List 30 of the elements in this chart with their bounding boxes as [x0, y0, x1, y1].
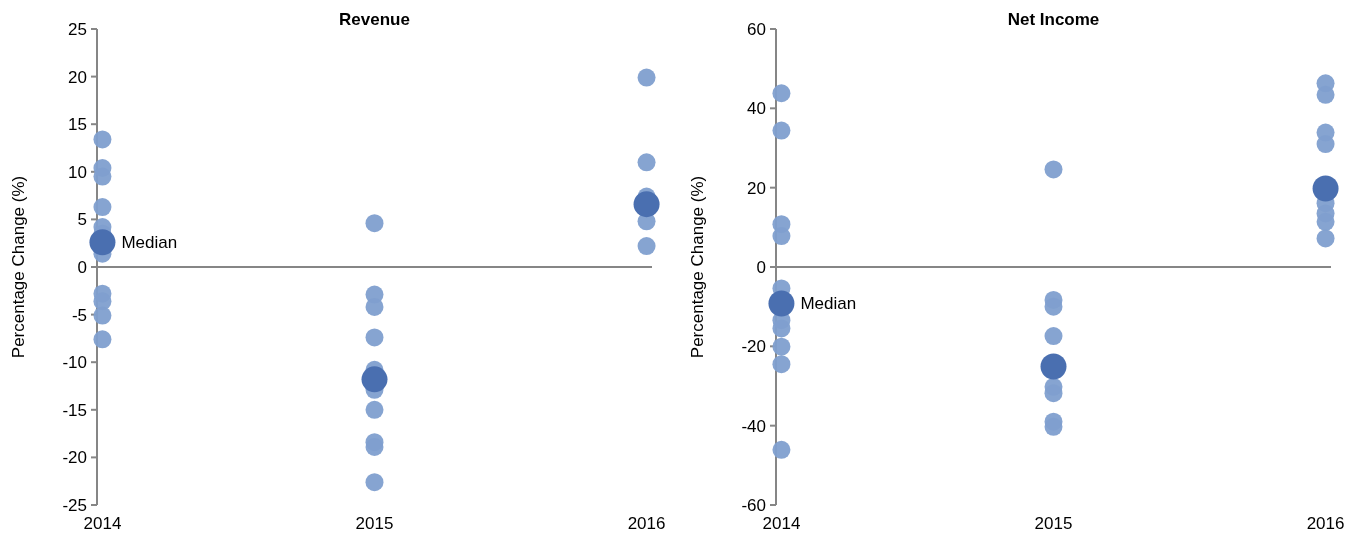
- y-tick-label: 5: [77, 210, 87, 230]
- y-tick-label: -25: [62, 495, 87, 515]
- y-tick-label: 20: [747, 178, 766, 198]
- y-axis-title: Percentage Change (%): [688, 175, 707, 359]
- series-label: Median: [121, 233, 178, 253]
- x-tick-label: 2015: [1034, 514, 1073, 533]
- y-tick-label: -5: [71, 305, 87, 325]
- chart-title: Net Income: [1007, 10, 1100, 29]
- y-tick-label: -20: [62, 448, 87, 468]
- y-tick-label: 20: [68, 67, 87, 87]
- y-tick-label: -60: [741, 495, 766, 515]
- chart-title: Revenue: [339, 10, 410, 29]
- y-tick-label: 15: [68, 115, 87, 135]
- y-tick-label: -40: [741, 416, 766, 436]
- y-tick-label: -20: [741, 337, 766, 357]
- y-tick-label: 60: [747, 19, 766, 39]
- y-tick-label: 0: [756, 257, 766, 277]
- y-tick-label: 40: [747, 99, 766, 119]
- x-tick-label: 2016: [1306, 514, 1345, 533]
- y-tick-label: 10: [68, 162, 87, 182]
- x-tick-label: 2016: [627, 514, 666, 533]
- x-tick-label: 2015: [355, 514, 394, 533]
- x-tick-label: 2014: [762, 514, 801, 533]
- y-axis-title: Percentage Change (%): [9, 175, 28, 359]
- y-tick-label: 25: [68, 19, 87, 39]
- y-tick-label: 0: [77, 257, 87, 277]
- x-tick-label: 2014: [83, 514, 122, 533]
- y-tick-label: -15: [62, 400, 87, 420]
- series-label: Median: [800, 294, 857, 314]
- y-tick-label: -10: [62, 353, 87, 373]
